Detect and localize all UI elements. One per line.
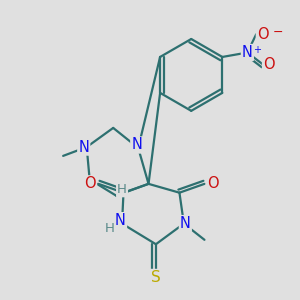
Text: N: N	[180, 216, 191, 231]
Text: O: O	[84, 176, 96, 191]
Text: N: N	[115, 213, 126, 228]
Text: N: N	[78, 140, 89, 154]
Text: +: +	[253, 45, 261, 55]
Text: O: O	[263, 57, 275, 72]
Text: N: N	[131, 137, 142, 152]
Text: H: H	[117, 183, 127, 196]
Text: H: H	[105, 222, 115, 236]
Text: −: −	[272, 26, 283, 39]
Text: O: O	[257, 27, 268, 42]
Text: O: O	[207, 176, 218, 191]
Text: S: S	[151, 270, 161, 285]
Text: N: N	[242, 45, 253, 60]
